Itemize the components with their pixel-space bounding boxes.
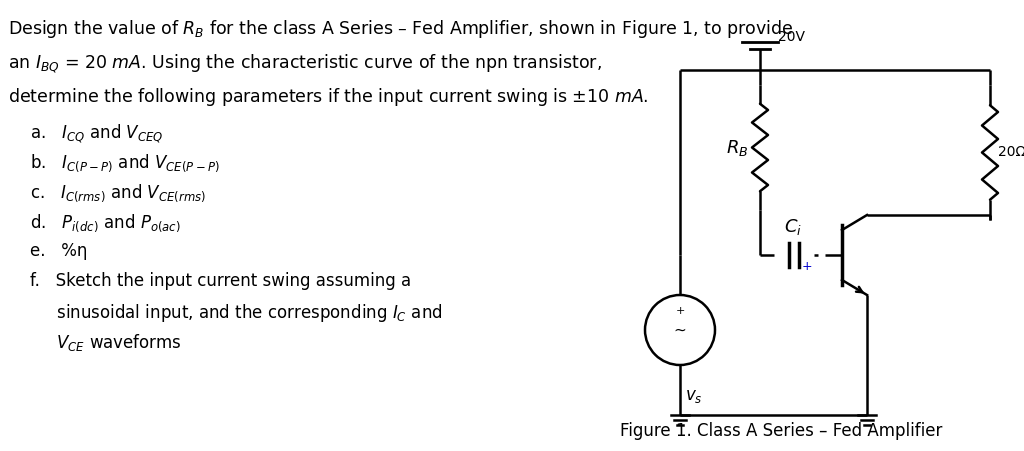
Text: 20V: 20V	[778, 30, 805, 44]
Text: an $I_{BQ}$ = 20 $mA$. Using the characteristic curve of the npn transistor,: an $I_{BQ}$ = 20 $mA$. Using the charact…	[8, 52, 602, 74]
Text: $v_s$: $v_s$	[685, 387, 702, 405]
Text: a.   $I_{CQ}$ and $V_{CEQ}$: a. $I_{CQ}$ and $V_{CEQ}$	[30, 122, 164, 145]
Text: f.   Sketch the input current swing assuming a: f. Sketch the input current swing assumi…	[30, 272, 411, 290]
Text: sinusoidal input, and the corresponding $I_C$ and: sinusoidal input, and the corresponding …	[30, 302, 442, 324]
Text: $R_B$: $R_B$	[726, 138, 748, 157]
Text: ~: ~	[674, 322, 686, 337]
Text: b.   $I_{C(P-P)}$ and $V_{CE(P-P)}$: b. $I_{C(P-P)}$ and $V_{CE(P-P)}$	[30, 152, 220, 174]
Text: $C_i$: $C_i$	[784, 217, 802, 237]
Text: e.   %η: e. %η	[30, 242, 87, 260]
Text: +: +	[802, 260, 813, 273]
Text: +: +	[675, 306, 685, 316]
Text: c.   $I_{C(rms)}$ and $V_{CE(rms)}$: c. $I_{C(rms)}$ and $V_{CE(rms)}$	[30, 182, 206, 203]
Text: 20Ω: 20Ω	[998, 146, 1024, 160]
Text: $V_{CE}$ waveforms: $V_{CE}$ waveforms	[30, 332, 182, 353]
Text: d.   $P_{i(dc)}$ and $P_{o(ac)}$: d. $P_{i(dc)}$ and $P_{o(ac)}$	[30, 212, 181, 234]
Text: determine the following parameters if the input current swing is ±10 $mA$.: determine the following parameters if th…	[8, 86, 648, 108]
Text: Figure 1. Class A Series – Fed Amplifier: Figure 1. Class A Series – Fed Amplifier	[620, 422, 942, 440]
Text: Design the value of $R_B$ for the class A Series – Fed Amplifier, shown in Figur: Design the value of $R_B$ for the class …	[8, 18, 794, 40]
